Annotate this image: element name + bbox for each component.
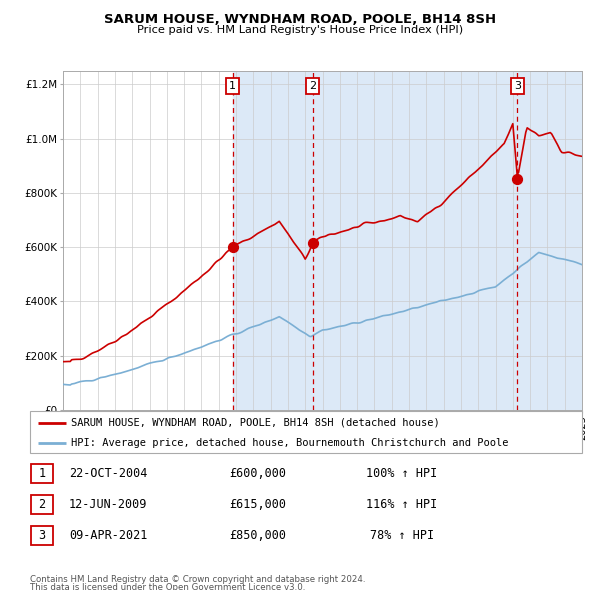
- Bar: [313, 71, 517, 410]
- Text: 3: 3: [38, 529, 46, 542]
- Text: 2: 2: [309, 81, 316, 91]
- Text: Price paid vs. HM Land Registry's House Price Index (HPI): Price paid vs. HM Land Registry's House …: [137, 25, 463, 35]
- Text: 1: 1: [38, 467, 46, 480]
- Text: Contains HM Land Registry data © Crown copyright and database right 2024.: Contains HM Land Registry data © Crown c…: [30, 575, 365, 584]
- Text: 1: 1: [229, 81, 236, 91]
- Text: 22-OCT-2004: 22-OCT-2004: [69, 467, 147, 480]
- Text: £850,000: £850,000: [229, 529, 287, 542]
- Bar: [517, 71, 582, 410]
- FancyBboxPatch shape: [31, 495, 53, 514]
- FancyBboxPatch shape: [31, 464, 53, 483]
- Text: 3: 3: [514, 81, 521, 91]
- Text: £615,000: £615,000: [229, 498, 287, 511]
- FancyBboxPatch shape: [30, 411, 582, 453]
- Bar: [233, 71, 313, 410]
- Text: 100% ↑ HPI: 100% ↑ HPI: [367, 467, 437, 480]
- Text: 09-APR-2021: 09-APR-2021: [69, 529, 147, 542]
- Text: SARUM HOUSE, WYNDHAM ROAD, POOLE, BH14 8SH (detached house): SARUM HOUSE, WYNDHAM ROAD, POOLE, BH14 8…: [71, 418, 440, 428]
- Text: £600,000: £600,000: [229, 467, 287, 480]
- Text: SARUM HOUSE, WYNDHAM ROAD, POOLE, BH14 8SH: SARUM HOUSE, WYNDHAM ROAD, POOLE, BH14 8…: [104, 13, 496, 26]
- Point: [512, 175, 522, 184]
- Text: 78% ↑ HPI: 78% ↑ HPI: [370, 529, 434, 542]
- Text: 12-JUN-2009: 12-JUN-2009: [69, 498, 147, 511]
- Text: 116% ↑ HPI: 116% ↑ HPI: [367, 498, 437, 511]
- FancyBboxPatch shape: [31, 526, 53, 545]
- Point: [228, 242, 238, 252]
- Text: HPI: Average price, detached house, Bournemouth Christchurch and Poole: HPI: Average price, detached house, Bour…: [71, 438, 509, 447]
- Point: [308, 238, 317, 248]
- Text: This data is licensed under the Open Government Licence v3.0.: This data is licensed under the Open Gov…: [30, 583, 305, 590]
- Text: 2: 2: [38, 498, 46, 511]
